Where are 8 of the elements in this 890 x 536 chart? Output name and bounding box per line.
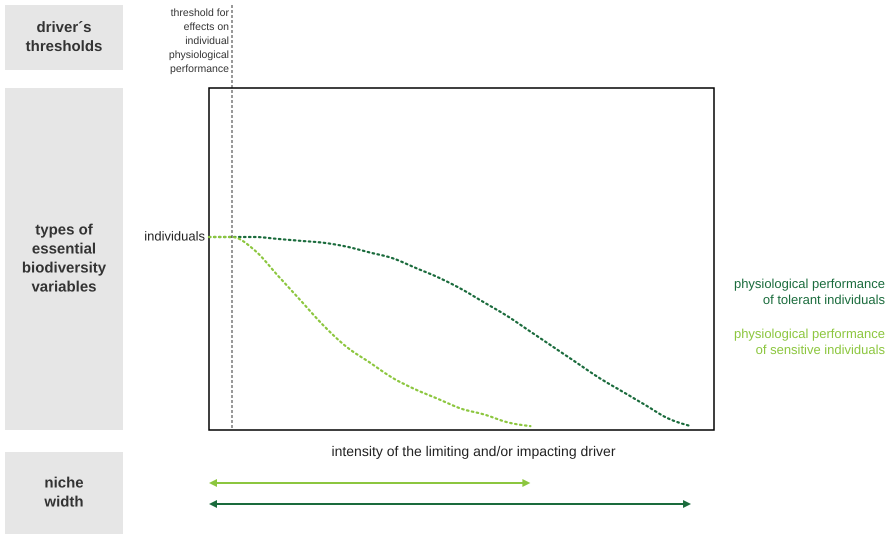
text: types of essential biodiversity variables: [22, 221, 107, 296]
text: individuals: [144, 228, 206, 244]
text: driver´s thresholds: [26, 18, 102, 55]
x-axis-title: intensity of the limiting and/or impacting driver: [331, 443, 616, 459]
text: niche width: [43, 474, 84, 510]
text: physiological performance of sensitive individuals: [734, 326, 886, 357]
text: physiological performance of tolerant individuals: [734, 276, 886, 307]
text: threshold for effects on individual physiological performance: [168, 7, 230, 75]
